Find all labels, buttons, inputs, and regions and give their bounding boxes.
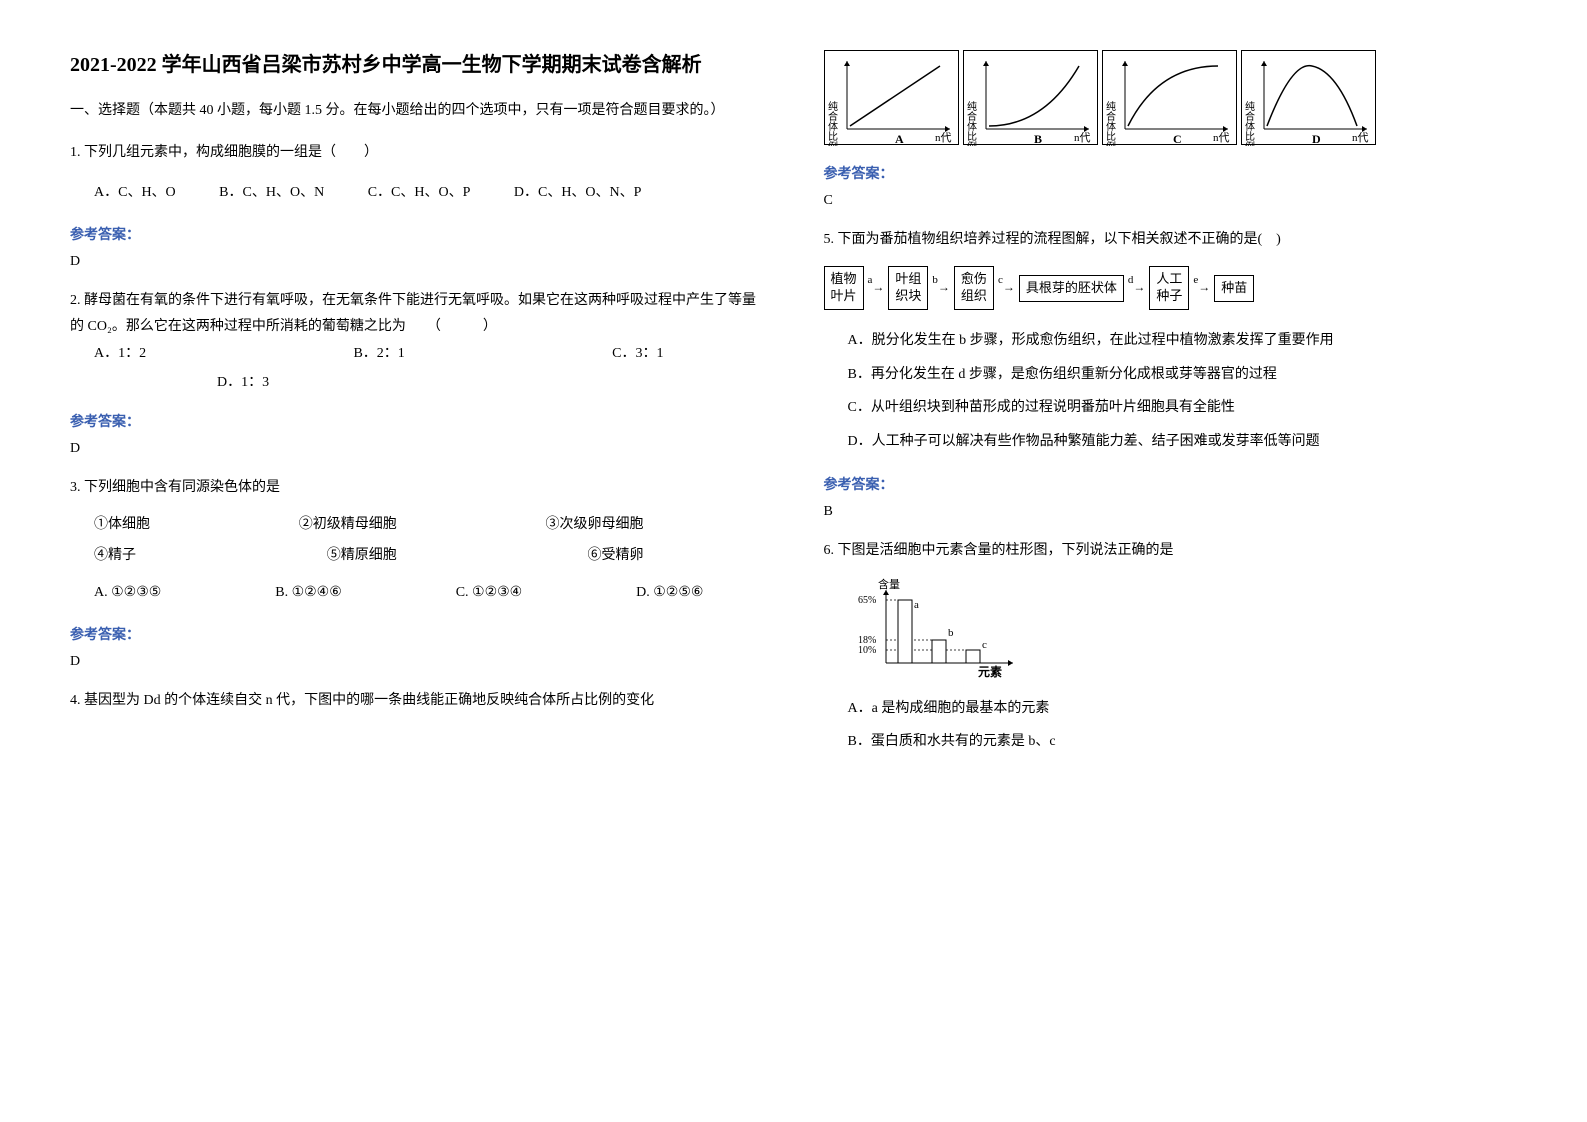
q3-item-2: ②初级精母细胞 — [299, 510, 397, 541]
q6-option-b: B．蛋白质和水共有的元素是 b、c — [824, 725, 1518, 759]
q2-text: 2. 酵母菌在有氧的条件下进行有氧呼吸，在无氧条件下能进行无氧呼吸。如果它在这两… — [70, 288, 764, 338]
q2-options: A．1：2 B．2：1 C．3：1 — [70, 339, 764, 370]
q3-items-row1: ①体细胞 ②初级精母细胞 ③次级卵母细胞 — [70, 510, 764, 541]
barchart-ylabel: 含量 — [878, 578, 900, 591]
flow-node-0: 植物叶片 — [824, 266, 864, 310]
q3-options: A. ①②③⑤ B. ①②④⑥ C. ①②③④ D. ①②⑤⑥ — [70, 578, 764, 609]
q1-option-a: A．C、H、O — [94, 178, 176, 209]
q5-answer: B — [824, 504, 1518, 520]
q3-option-d: D. ①②⑤⑥ — [636, 578, 703, 609]
chart-label-c: C — [1173, 132, 1182, 146]
q3-answer-label: 参考答案： — [70, 624, 764, 644]
q4-charts: 纯合体比例 n代 A 纯合体比例 n代 B — [824, 50, 1518, 145]
chart-ylabel: 纯合体比例 — [1242, 100, 1254, 146]
q1-answer: D — [70, 254, 764, 270]
flow-node-2: 愈伤组织 — [954, 266, 994, 310]
q1-text: 1. 下列几组元素中，构成细胞膜的一组是（ ） — [70, 140, 764, 165]
section-header: 一、选择题（本题共 40 小题，每小题 1.5 分。在每小题给出的四个选项中，只… — [70, 100, 764, 122]
question-4: 4. 基因型为 Dd 的个体连续自交 n 代，下图中的哪一条曲线能正确地反映纯合… — [70, 688, 764, 713]
q5-flowchart: 植物叶片 a→ 叶组织块 b→ 愈伤组织 c→ 具根芽的胚状体 d→ 人工种子 … — [824, 266, 1518, 310]
question-6: 6. 下图是活细胞中元素含量的柱形图，下列说法正确的是 含量 65% 18% — [824, 538, 1518, 758]
q3-answer: D — [70, 654, 764, 670]
q1-answer-label: 参考答案： — [70, 224, 764, 244]
q4-answer-label: 参考答案： — [824, 163, 1518, 183]
chart-label-d: D — [1312, 132, 1321, 146]
q3-option-b: B. ①②④⑥ — [275, 578, 342, 609]
flow-node-4: 人工种子 — [1149, 266, 1189, 310]
q2-answer: D — [70, 441, 764, 457]
right-column: 纯合体比例 n代 A 纯合体比例 n代 B — [794, 50, 1548, 1072]
chart-ylabel: 纯合体比例 — [964, 100, 976, 146]
q1-option-c: C．C、H、O、P — [368, 178, 471, 209]
chart-label-a: A — [895, 132, 904, 146]
question-5: 5. 下面为番茄植物组织培养过程的流程图解，以下相关叙述不正确的是( ) 植物叶… — [824, 227, 1518, 458]
q5-answer-label: 参考答案： — [824, 474, 1518, 494]
q2-option-c: C．3：1 — [612, 339, 663, 370]
q3-option-a: A. ①②③⑤ — [94, 578, 161, 609]
q3-item-6: ⑥受精卵 — [588, 541, 644, 572]
q2-option-d: D．1：3 — [217, 375, 269, 390]
exam-title: 2021-2022 学年山西省吕梁市苏村乡中学高一生物下学期期末试卷含解析 — [70, 50, 764, 80]
chart-xlabel: n代 — [935, 131, 952, 144]
question-1: 1. 下列几组元素中，构成细胞膜的一组是（ ） A．C、H、O B．C、H、O、… — [70, 140, 764, 208]
q1-options: A．C、H、O B．C、H、O、N C．C、H、O、P D．C、H、O、N、P — [70, 178, 764, 209]
q2-option-b: B．2：1 — [353, 339, 404, 370]
flow-edge-a: a→ — [866, 277, 887, 299]
q3-item-5: ⑤精原细胞 — [327, 541, 397, 572]
chart-panel-a: 纯合体比例 n代 A — [824, 50, 959, 145]
q4-text: 4. 基因型为 Dd 的个体连续自交 n 代，下图中的哪一条曲线能正确地反映纯合… — [70, 688, 764, 713]
q1-option-d: D．C、H、O、N、P — [514, 178, 642, 209]
q3-option-c: C. ①②③④ — [456, 578, 523, 609]
q5-text: 5. 下面为番茄植物组织培养过程的流程图解，以下相关叙述不正确的是( ) — [824, 227, 1518, 252]
chart-panel-c: 纯合体比例 n代 C — [1102, 50, 1237, 145]
q3-text: 3. 下列细胞中含有同源染色体的是 — [70, 475, 764, 500]
chart-panel-d: 纯合体比例 n代 D — [1241, 50, 1376, 145]
ytick-65: 65% — [858, 595, 876, 606]
chart-xlabel: n代 — [1213, 131, 1230, 144]
barchart-xlabel: 元素 — [978, 664, 1002, 678]
q3-item-4: ④精子 — [94, 541, 136, 572]
chart-label-b: B — [1034, 132, 1042, 146]
q6-text: 6. 下图是活细胞中元素含量的柱形图，下列说法正确的是 — [824, 538, 1518, 563]
q5-option-c: C．从叶组织块到种苗形成的过程说明番茄叶片细胞具有全能性 — [824, 391, 1518, 425]
q3-items-row2: ④精子 ⑤精原细胞 ⑥受精卵 — [70, 541, 764, 572]
left-column: 2021-2022 学年山西省吕梁市苏村乡中学高一生物下学期期末试卷含解析 一、… — [40, 50, 794, 1072]
q2-answer-label: 参考答案： — [70, 411, 764, 431]
q3-item-1: ①体细胞 — [94, 510, 150, 541]
q6-bar-chart: 含量 65% 18% 10% a b c 元素 — [848, 578, 1028, 678]
flow-node-3: 具根芽的胚状体 — [1019, 275, 1124, 302]
q3-item-3: ③次级卵母细胞 — [546, 510, 644, 541]
question-3: 3. 下列细胞中含有同源染色体的是 ①体细胞 ②初级精母细胞 ③次级卵母细胞 ④… — [70, 475, 764, 609]
ytick-10: 10% — [858, 645, 876, 656]
flow-edge-b: b→ — [930, 277, 952, 299]
flow-node-5: 种苗 — [1214, 275, 1254, 302]
q5-option-d: D．人工种子可以解决有些作物品种繁殖能力差、结子困难或发芽率低等问题 — [824, 425, 1518, 459]
chart-panel-b: 纯合体比例 n代 B — [963, 50, 1098, 145]
q6-option-a: A．a 是构成细胞的最基本的元素 — [824, 692, 1518, 726]
q5-option-a: A．脱分化发生在 b 步骤，形成愈伤组织，在此过程中植物激素发挥了重要作用 — [824, 324, 1518, 358]
flow-edge-e: e→ — [1191, 277, 1212, 299]
q5-option-b: B．再分化发生在 d 步骤，是愈伤组织重新分化成根或芽等器官的过程 — [824, 358, 1518, 392]
question-2: 2. 酵母菌在有氧的条件下进行有氧呼吸，在无氧条件下能进行无氧呼吸。如果它在这两… — [70, 288, 764, 394]
flow-node-1: 叶组织块 — [888, 266, 928, 310]
q1-option-b: B．C、H、O、N — [219, 178, 324, 209]
bar-label-a: a — [914, 599, 919, 611]
chart-xlabel: n代 — [1074, 131, 1091, 144]
q2-option-a: A．1：2 — [94, 339, 146, 370]
chart-xlabel: n代 — [1352, 131, 1369, 144]
bar-label-c: c — [982, 639, 987, 651]
q4-answer: C — [824, 193, 1518, 209]
bar-label-b: b — [948, 627, 954, 639]
chart-ylabel: 纯合体比例 — [1103, 100, 1115, 146]
flow-edge-d: d→ — [1126, 277, 1148, 299]
chart-ylabel: 纯合体比例 — [825, 100, 837, 146]
flow-edge-c: c→ — [996, 277, 1017, 299]
